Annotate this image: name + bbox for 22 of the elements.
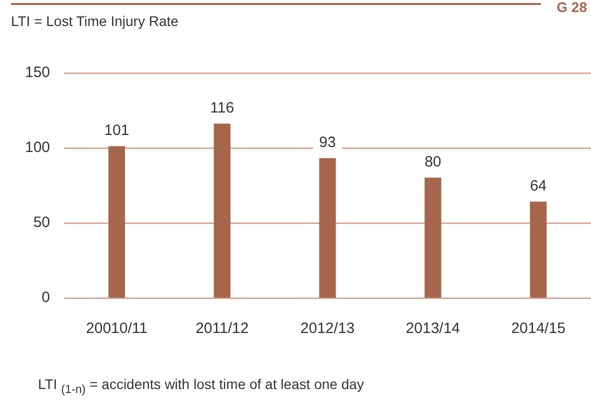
x-tick-label: 2012/13	[300, 320, 355, 338]
bar	[214, 124, 230, 298]
text: LTI $_{(1-n)}$ = accidents with lost time of at least one day	[38, 376, 364, 396]
text: G 28	[556, 0, 587, 15]
chart-title: LTI = Lost Time Injury Rate	[11, 13, 178, 29]
data-label: 64	[530, 178, 547, 195]
y-tick-label: 0	[42, 289, 50, 306]
bar	[530, 202, 547, 298]
x-tick-label: 20010/11	[86, 320, 148, 338]
y-tick-label: 100	[24, 139, 50, 156]
data-label: 116	[210, 100, 234, 117]
bar	[424, 178, 442, 298]
x-tick-label: 2011/12	[196, 320, 249, 338]
bar	[108, 146, 126, 298]
x-tick-label: 2013/14	[406, 320, 460, 338]
bar	[319, 158, 336, 298]
data-label: 101	[104, 122, 130, 140]
y-tick-label: 150	[24, 64, 50, 82]
y-tick-label: 50	[33, 214, 50, 232]
data-label: 93	[319, 134, 336, 152]
x-tick-label: 2014/15	[511, 320, 566, 338]
data-label: 80	[424, 154, 442, 171]
